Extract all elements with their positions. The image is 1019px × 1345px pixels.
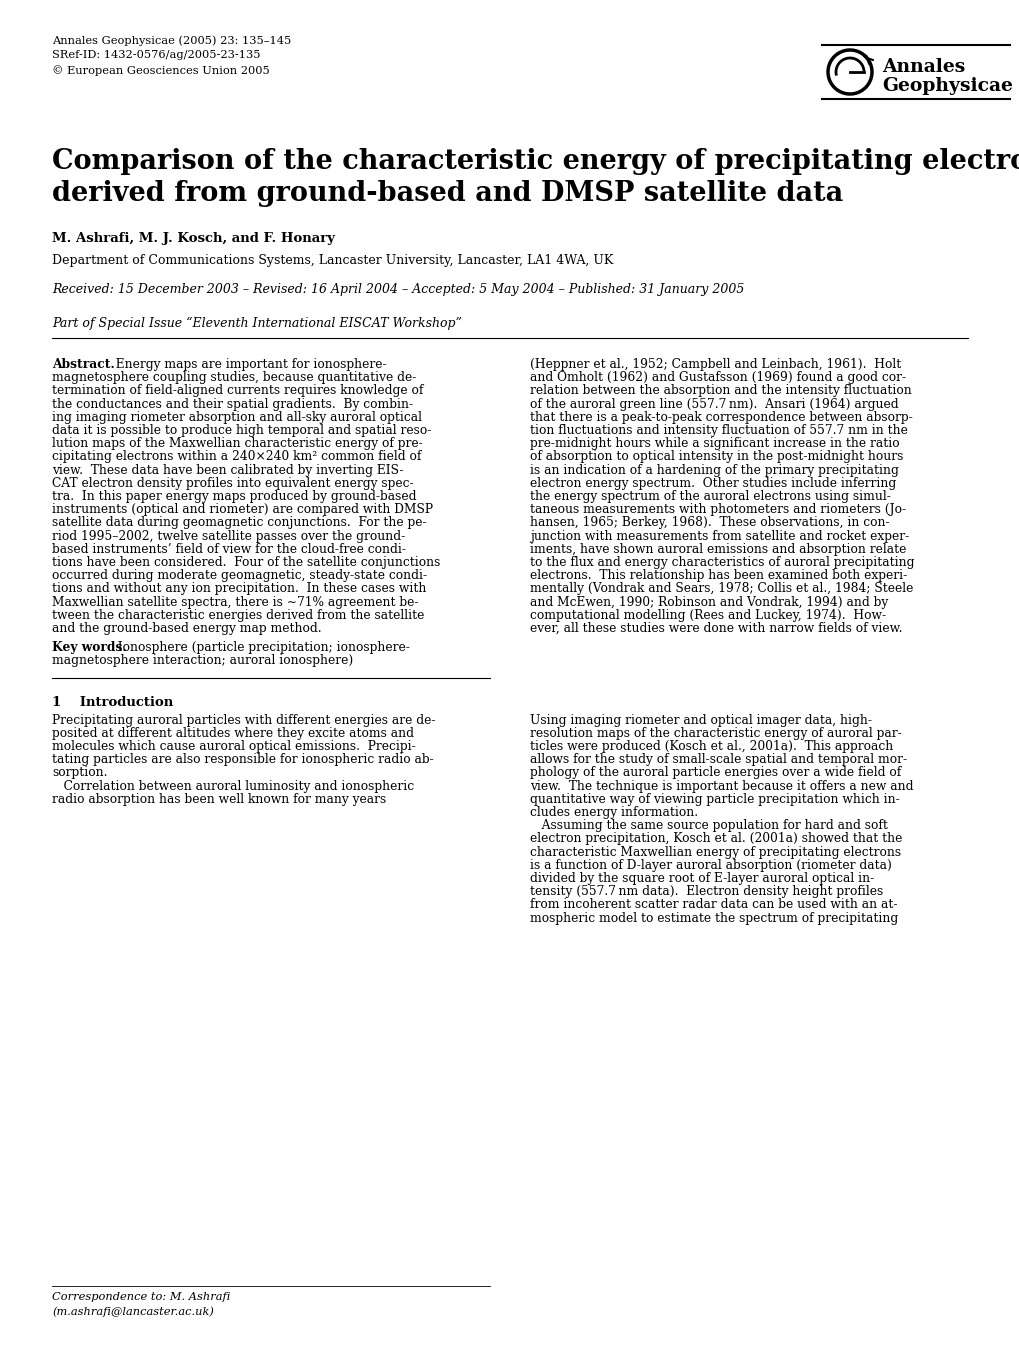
Text: taneous measurements with photometers and riometers (Jo-: taneous measurements with photometers an… <box>530 503 905 516</box>
Text: characteristic Maxwellian energy of precipitating electrons: characteristic Maxwellian energy of prec… <box>530 846 900 858</box>
Text: the conductances and their spatial gradients.  By combin-: the conductances and their spatial gradi… <box>52 398 413 410</box>
Text: Comparison of the characteristic energy of precipitating electrons: Comparison of the characteristic energy … <box>52 148 1019 175</box>
Text: is an indication of a hardening of the primary precipitating: is an indication of a hardening of the p… <box>530 464 898 476</box>
Text: electrons.  This relationship has been examined both experi-: electrons. This relationship has been ex… <box>530 569 906 582</box>
Text: Energy maps are important for ionosphere-: Energy maps are important for ionosphere… <box>108 358 386 371</box>
Text: view.  The technique is important because it offers a new and: view. The technique is important because… <box>530 780 913 792</box>
Text: to the flux and energy characteristics of auroral precipitating: to the flux and energy characteristics o… <box>530 555 914 569</box>
Text: SRef-ID: 1432-0576/ag/2005-23-135: SRef-ID: 1432-0576/ag/2005-23-135 <box>52 50 260 61</box>
Text: of the auroral green line (557.7 nm).  Ansari (1964) argued: of the auroral green line (557.7 nm). An… <box>530 398 898 410</box>
Text: data it is possible to produce high temporal and spatial reso-: data it is possible to produce high temp… <box>52 424 431 437</box>
Text: from incoherent scatter radar data can be used with an at-: from incoherent scatter radar data can b… <box>530 898 897 912</box>
Text: CAT electron density profiles into equivalent energy spec-: CAT electron density profiles into equiv… <box>52 476 414 490</box>
Text: tions and without any ion precipitation.  In these cases with: tions and without any ion precipitation.… <box>52 582 426 596</box>
Text: tion fluctuations and intensity fluctuation of 557.7 nm in the: tion fluctuations and intensity fluctuat… <box>530 424 907 437</box>
Text: computational modelling (Rees and Luckey, 1974).  How-: computational modelling (Rees and Luckey… <box>530 609 886 621</box>
Text: posited at different altitudes where they excite atoms and: posited at different altitudes where the… <box>52 726 414 740</box>
Text: tions have been considered.  Four of the satellite conjunctions: tions have been considered. Four of the … <box>52 555 440 569</box>
Text: tating particles are also responsible for ionospheric radio ab-: tating particles are also responsible fo… <box>52 753 433 767</box>
Text: © European Geosciences Union 2005: © European Geosciences Union 2005 <box>52 65 269 75</box>
Text: Key words.: Key words. <box>52 642 126 654</box>
Text: pre-midnight hours while a significant increase in the ratio: pre-midnight hours while a significant i… <box>530 437 899 451</box>
Text: instruments (optical and riometer) are compared with DMSP: instruments (optical and riometer) are c… <box>52 503 433 516</box>
Text: 1    Introduction: 1 Introduction <box>52 695 173 709</box>
Text: (Heppner et al., 1952; Campbell and Leinbach, 1961).  Holt: (Heppner et al., 1952; Campbell and Lein… <box>530 358 901 371</box>
Text: radio absorption has been well known for many years: radio absorption has been well known for… <box>52 792 386 806</box>
Text: the energy spectrum of the auroral electrons using simul-: the energy spectrum of the auroral elect… <box>530 490 890 503</box>
Text: allows for the study of small-scale spatial and temporal mor-: allows for the study of small-scale spat… <box>530 753 906 767</box>
Text: cipitating electrons within a 240×240 km² common field of: cipitating electrons within a 240×240 km… <box>52 451 421 464</box>
Text: phology of the auroral particle energies over a wide field of: phology of the auroral particle energies… <box>530 767 901 779</box>
Text: Annales: Annales <box>881 58 964 77</box>
Text: and the ground-based energy map method.: and the ground-based energy map method. <box>52 621 321 635</box>
Text: termination of field-aligned currents requires knowledge of: termination of field-aligned currents re… <box>52 385 423 397</box>
Text: ticles were produced (Kosch et al., 2001a).  This approach: ticles were produced (Kosch et al., 2001… <box>530 740 893 753</box>
Text: of absorption to optical intensity in the post-midnight hours: of absorption to optical intensity in th… <box>530 451 903 464</box>
Text: lution maps of the Maxwellian characteristic energy of pre-: lution maps of the Maxwellian characteri… <box>52 437 422 451</box>
Text: satellite data during geomagnetic conjunctions.  For the pe-: satellite data during geomagnetic conjun… <box>52 516 426 530</box>
Text: quantitative way of viewing particle precipitation which in-: quantitative way of viewing particle pre… <box>530 792 899 806</box>
Text: Precipitating auroral particles with different energies are de-: Precipitating auroral particles with dif… <box>52 714 435 726</box>
Text: tra.  In this paper energy maps produced by ground-based: tra. In this paper energy maps produced … <box>52 490 416 503</box>
Text: junction with measurements from satellite and rocket exper-: junction with measurements from satellit… <box>530 530 908 542</box>
Text: iments, have shown auroral emissions and absorption relate: iments, have shown auroral emissions and… <box>530 543 906 555</box>
Text: electron energy spectrum.  Other studies include inferring: electron energy spectrum. Other studies … <box>530 476 896 490</box>
Text: riod 1995–2002, twelve satellite passes over the ground-: riod 1995–2002, twelve satellite passes … <box>52 530 405 542</box>
Text: relation between the absorption and the intensity fluctuation: relation between the absorption and the … <box>530 385 911 397</box>
Text: divided by the square root of E-layer auroral optical in-: divided by the square root of E-layer au… <box>530 872 873 885</box>
Text: Using imaging riometer and optical imager data, high-: Using imaging riometer and optical image… <box>530 714 871 726</box>
Text: magnetosphere interaction; auroral ionosphere): magnetosphere interaction; auroral ionos… <box>52 655 353 667</box>
Text: sorption.: sorption. <box>52 767 107 779</box>
Text: Ionosphere (particle precipitation; ionosphere-: Ionosphere (particle precipitation; iono… <box>110 642 410 654</box>
Text: Maxwellian satellite spectra, there is ∼71% agreement be-: Maxwellian satellite spectra, there is ∼… <box>52 596 418 608</box>
Text: molecules which cause auroral optical emissions.  Precipi-: molecules which cause auroral optical em… <box>52 740 416 753</box>
Text: is a function of D-layer auroral absorption (riometer data): is a function of D-layer auroral absorpt… <box>530 859 891 872</box>
Text: and Omholt (1962) and Gustafsson (1969) found a good cor-: and Omholt (1962) and Gustafsson (1969) … <box>530 371 905 385</box>
Text: Correlation between auroral luminosity and ionospheric: Correlation between auroral luminosity a… <box>52 780 414 792</box>
Text: electron precipitation, Kosch et al. (2001a) showed that the: electron precipitation, Kosch et al. (20… <box>530 833 902 846</box>
Text: magnetosphere coupling studies, because quantitative de-: magnetosphere coupling studies, because … <box>52 371 416 385</box>
Text: resolution maps of the characteristic energy of auroral par-: resolution maps of the characteristic en… <box>530 726 901 740</box>
Text: tween the characteristic energies derived from the satellite: tween the characteristic energies derive… <box>52 609 424 621</box>
Text: Geophysicae: Geophysicae <box>881 77 1012 95</box>
Text: tensity (557.7 nm data).  Electron density height profiles: tensity (557.7 nm data). Electron densit… <box>530 885 882 898</box>
Text: hansen, 1965; Berkey, 1968).  These observations, in con-: hansen, 1965; Berkey, 1968). These obser… <box>530 516 889 530</box>
Text: ever, all these studies were done with narrow fields of view.: ever, all these studies were done with n… <box>530 621 902 635</box>
Text: M. Ashrafi, M. J. Kosch, and F. Honary: M. Ashrafi, M. J. Kosch, and F. Honary <box>52 231 334 245</box>
Text: view.  These data have been calibrated by inverting EIS-: view. These data have been calibrated by… <box>52 464 404 476</box>
Text: mentally (Vondrak and Sears, 1978; Collis et al., 1984; Steele: mentally (Vondrak and Sears, 1978; Colli… <box>530 582 912 596</box>
Text: Annales Geophysicae (2005) 23: 135–145: Annales Geophysicae (2005) 23: 135–145 <box>52 35 291 46</box>
Text: Abstract.: Abstract. <box>52 358 115 371</box>
Text: ing imaging riometer absorption and all-sky auroral optical: ing imaging riometer absorption and all-… <box>52 410 422 424</box>
Text: based instruments’ field of view for the cloud-free condi-: based instruments’ field of view for the… <box>52 543 406 555</box>
Text: Part of Special Issue “Eleventh International EISCAT Workshop”: Part of Special Issue “Eleventh Internat… <box>52 317 462 331</box>
Text: derived from ground-based and DMSP satellite data: derived from ground-based and DMSP satel… <box>52 180 843 207</box>
Text: Correspondence to: M. Ashrafi: Correspondence to: M. Ashrafi <box>52 1293 230 1302</box>
Text: cludes energy information.: cludes energy information. <box>530 806 697 819</box>
Text: Assuming the same source population for hard and soft: Assuming the same source population for … <box>530 819 887 833</box>
Text: (m.ashrafi@lancaster.ac.uk): (m.ashrafi@lancaster.ac.uk) <box>52 1306 214 1317</box>
Text: that there is a peak-to-peak correspondence between absorp-: that there is a peak-to-peak corresponde… <box>530 410 912 424</box>
Text: mospheric model to estimate the spectrum of precipitating: mospheric model to estimate the spectrum… <box>530 912 898 924</box>
Text: Received: 15 December 2003 – Revised: 16 April 2004 – Accepted: 5 May 2004 – Pub: Received: 15 December 2003 – Revised: 16… <box>52 282 744 296</box>
Text: occurred during moderate geomagnetic, steady-state condi-: occurred during moderate geomagnetic, st… <box>52 569 427 582</box>
Text: and McEwen, 1990; Robinson and Vondrak, 1994) and by: and McEwen, 1990; Robinson and Vondrak, … <box>530 596 888 608</box>
Text: Department of Communications Systems, Lancaster University, Lancaster, LA1 4WA, : Department of Communications Systems, La… <box>52 254 612 268</box>
